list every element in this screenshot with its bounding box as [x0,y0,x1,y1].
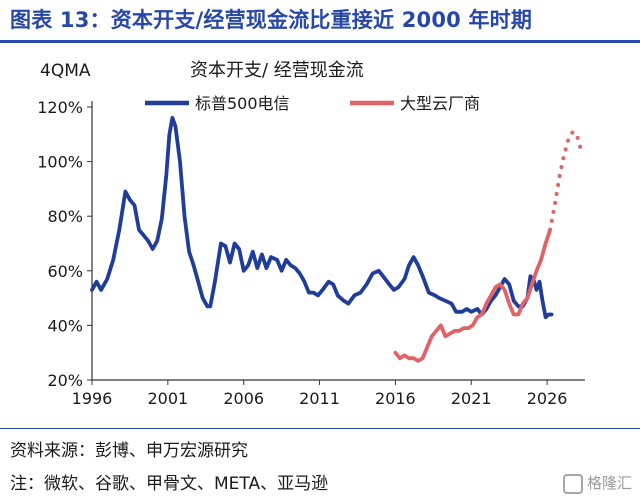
chart-title: 资本开支/ 经营现金流 [190,60,364,81]
x-tick-label: 2001 [147,389,188,408]
y-tick-label: 20% [47,371,83,390]
x-tick-label: 2021 [451,389,492,408]
legend-label-2: 大型云厂商 [400,94,480,113]
watermark-logo-icon [562,473,583,494]
x-tick-label: 2006 [223,389,264,408]
figure-title: 图表 13：资本开支/经营现金流比重接近 2000 年时期 [10,8,533,32]
title-divider [0,40,640,43]
series-line-1 [90,116,554,320]
y-axis-unit-label: 4QMA [40,61,91,81]
y-tick-label: 80% [47,207,83,226]
x-tick-label: 2026 [527,389,568,408]
y-tick-label: 100% [37,153,83,172]
footer-divider [0,428,640,429]
y-tick-label: 40% [47,316,83,335]
legend-label-1: 标普500电信 [195,94,290,113]
x-tick-label: 2016 [375,389,416,408]
y-tick-label: 120% [37,98,83,117]
series-line-2 [393,227,552,363]
capex-ocf-line-chart: 20% 40% 60% 80% 100% 120% 1996 2001 2006 2011 2016… [37,60,585,408]
watermark-text: 格隆汇 [586,474,632,492]
series-line-3 [548,129,584,232]
y-tick-label: 60% [47,262,83,281]
watermark: 格隆汇 [562,472,632,494]
x-tick-label: 2011 [299,389,340,408]
source-note: 资料来源：彭博、申万宏源研究 [10,441,248,461]
x-tick-label: 1996 [72,389,113,408]
footnote: 注：微软、谷歌、甲骨文、META、亚马逊 [10,474,329,494]
